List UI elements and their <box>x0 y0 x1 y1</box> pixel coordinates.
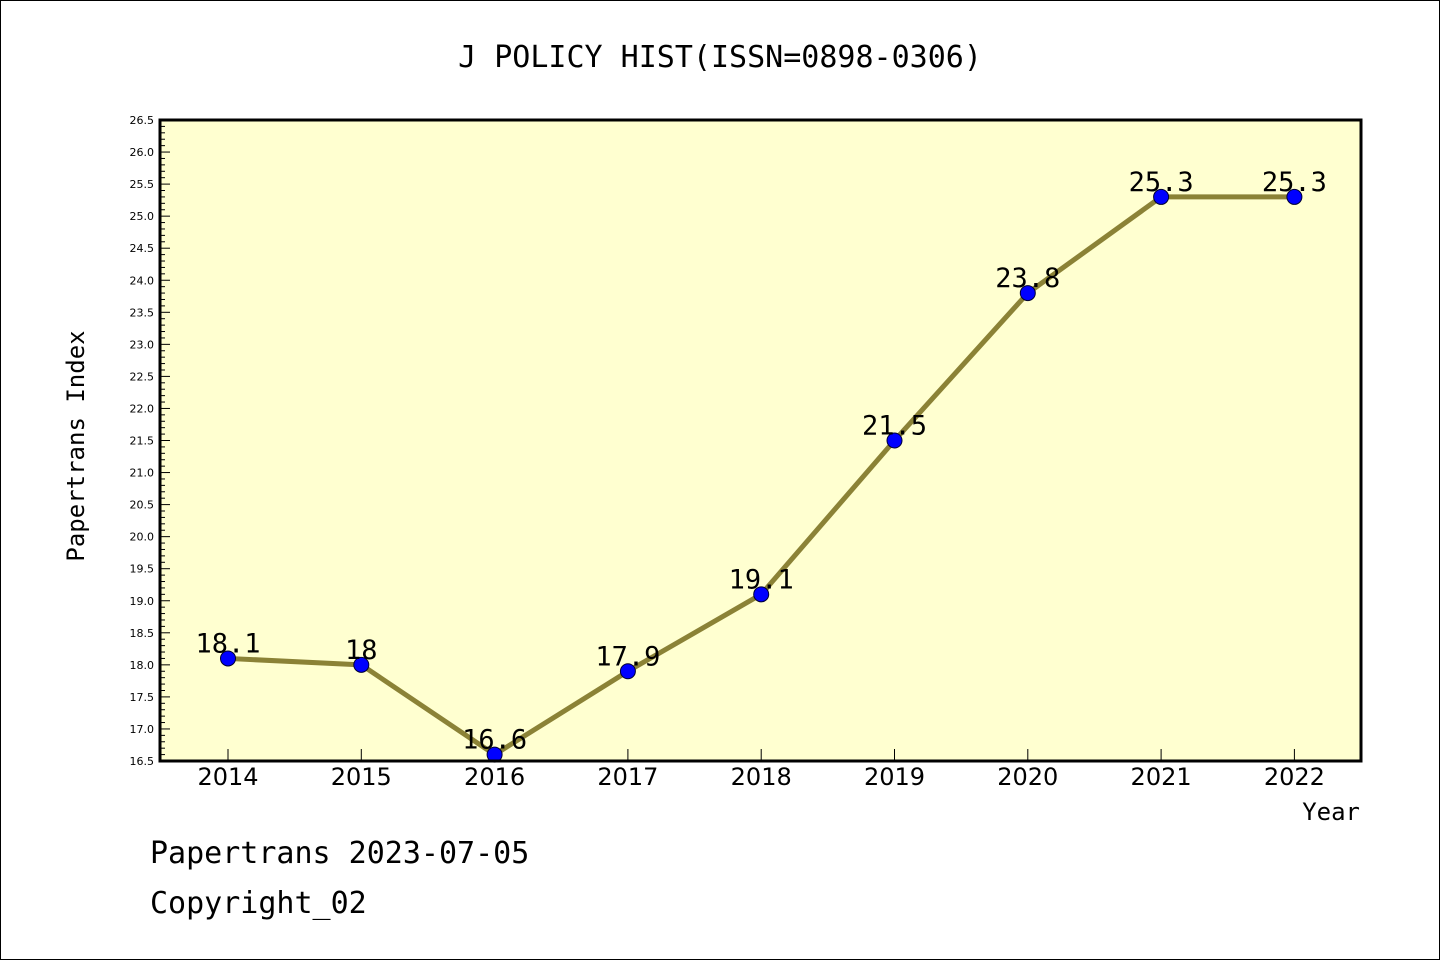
x-axis: 2014 2015 2016 2017 2018 2019 2020 2021 2022 <box>197 749 1325 791</box>
y-tick-label: 21.5 <box>130 435 155 448</box>
y-tick-label: 24.0 <box>130 274 155 287</box>
data-label-2018: 19.1 <box>729 564 794 595</box>
y-tick-label: 22.0 <box>130 402 155 415</box>
y-tick-label: 20.0 <box>130 531 155 544</box>
footer-date: Papertrans 2023-07-05 <box>150 836 529 871</box>
data-labels: 18.1 18 16.6 17.9 19.1 21.5 23.8 25.3 25.3 <box>195 167 1326 756</box>
y-tick-label: 25.0 <box>130 210 155 223</box>
data-point-2022 <box>1286 188 1303 205</box>
data-label-2022: 25.3 <box>1262 167 1327 198</box>
data-label-2021: 25.3 <box>1129 167 1194 198</box>
data-label-2019: 21.5 <box>862 411 927 442</box>
data-point-2017 <box>619 663 636 680</box>
data-label-2014: 18.1 <box>195 628 260 659</box>
x-tick-label: 2015 <box>331 763 392 791</box>
data-label-2016: 16.6 <box>462 725 527 756</box>
y-tick-label: 19.5 <box>130 563 155 576</box>
y-tick-label: 17.0 <box>130 723 155 736</box>
x-axis-title: Year <box>1302 798 1360 826</box>
x-tick-label: 2021 <box>1131 763 1192 791</box>
data-label-2020: 23.8 <box>995 263 1060 294</box>
data-point-2014 <box>220 650 236 667</box>
y-tick-label: 16.5 <box>130 755 155 768</box>
data-point-2015 <box>353 656 370 673</box>
data-point-2019 <box>886 432 903 449</box>
y-tick-label: 25.5 <box>130 178 155 191</box>
y-tick-label: 23.5 <box>130 306 155 319</box>
x-tick-label: 2017 <box>597 763 658 791</box>
x-tick-label: 2016 <box>464 763 525 791</box>
y-tick-label: 21.0 <box>130 467 155 480</box>
data-point-2018 <box>753 586 770 603</box>
data-point-2021 <box>1153 188 1170 205</box>
y-tick-label: 18.5 <box>130 627 155 640</box>
y-tick-label: 22.5 <box>130 370 155 383</box>
series-markers <box>220 188 1303 763</box>
y-axis-title: Papertrans Index <box>62 330 90 561</box>
footer-copyright: Copyright_02 <box>150 886 367 921</box>
y-tick-label: 17.5 <box>130 691 155 704</box>
y-tick-label: 18.0 <box>130 659 155 672</box>
y-tick-label: 26.0 <box>130 146 155 159</box>
x-tick-label: 2022 <box>1264 763 1325 791</box>
y-tick-label: 26.5 <box>130 114 155 127</box>
y-tick-label: 23.0 <box>130 338 155 351</box>
plot-border <box>158 118 1363 763</box>
y-tick-label: 19.0 <box>130 595 155 608</box>
y-axis: 16.5 17.0 17.5 18.0 18.5 19.0 19.5 20.0 20.5 21.0… <box>130 114 170 768</box>
x-tick-label: 2014 <box>197 763 258 791</box>
data-label-2015: 18 <box>345 635 378 666</box>
x-tick-label: 2020 <box>997 763 1058 791</box>
y-tick-label: 24.5 <box>130 242 155 255</box>
y-tick-label: 20.5 <box>130 499 155 512</box>
data-label-2017: 17.9 <box>595 641 660 672</box>
x-tick-label: 2019 <box>864 763 925 791</box>
chart-title: J POLICY HIST(ISSN=0898-0306) <box>458 40 982 75</box>
data-point-2020 <box>1019 285 1036 302</box>
x-tick-label: 2018 <box>731 763 792 791</box>
plot-area <box>160 120 1361 761</box>
